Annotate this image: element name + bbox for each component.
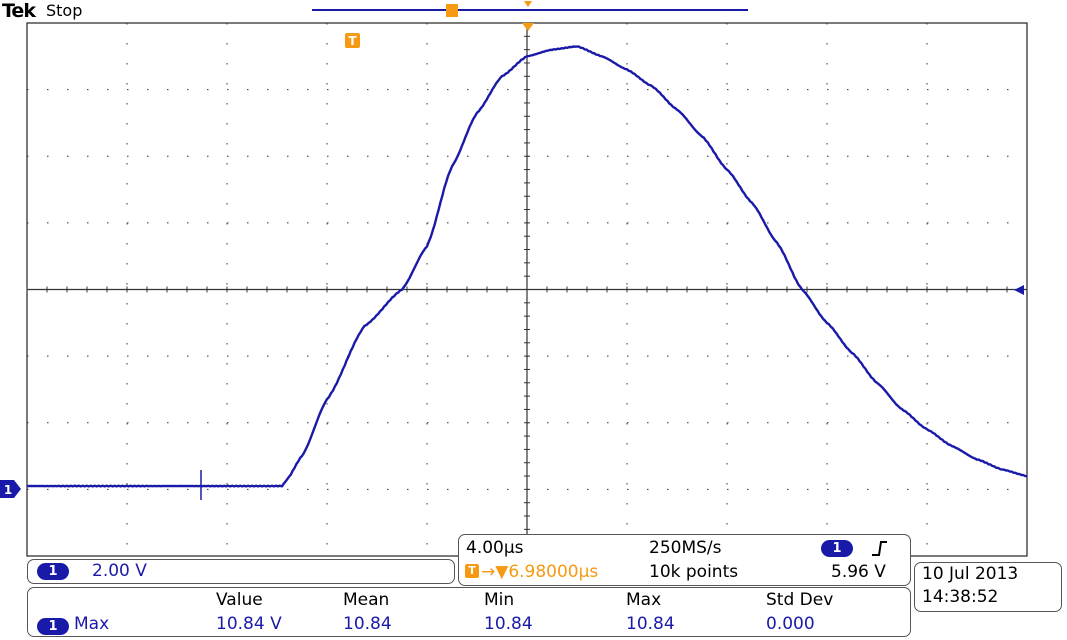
measurement-channel-badge: 1 xyxy=(37,618,69,635)
channel-1-waveform xyxy=(26,45,1028,488)
record-trigger-marker xyxy=(446,4,458,17)
timebase-panel[interactable]: 4.00µs 250MS/s 1 T →▼6.98000µs 10k point… xyxy=(458,534,911,586)
trigger-label-text: T xyxy=(348,34,357,48)
run-state: Stop xyxy=(46,1,83,20)
trigger-position-marker xyxy=(522,23,534,31)
trigger-level-arrow xyxy=(1014,285,1024,295)
measurement-min: 10.84 xyxy=(484,614,533,634)
datetime-panel: 10 Jul 2013 14:38:52 xyxy=(914,562,1062,612)
trigger-delay-icon: T xyxy=(465,564,479,578)
time: 14:38:52 xyxy=(922,587,999,607)
channel-scale-panel[interactable]: 1 2.00 V xyxy=(27,559,455,584)
measurement-header-std-dev: Std Dev xyxy=(766,590,834,610)
measurement-max: 10.84 xyxy=(626,614,675,634)
channel-1-ground-marker[interactable]: 1 xyxy=(0,480,21,498)
graticule-grid xyxy=(26,22,1028,557)
measurement-value: 10.84 V xyxy=(216,614,282,634)
ground-marker-label: 1 xyxy=(4,483,12,497)
trigger-label-icon: T xyxy=(345,33,360,48)
measurement-header-mean: Mean xyxy=(343,590,390,610)
measurement-header-value: Value xyxy=(216,590,263,610)
trigger-source-badge: 1 xyxy=(821,540,853,557)
time-per-division: 4.00µs xyxy=(466,538,524,558)
brand-logo: Tek xyxy=(2,0,36,22)
trigger-level: 5.96 V xyxy=(831,562,886,582)
trigger-delay: →▼6.98000µs xyxy=(481,562,599,582)
record-expansion-marker xyxy=(524,1,532,7)
measurement-header-min: Min xyxy=(484,590,515,610)
measurement-std-dev: 0.000 xyxy=(766,614,815,634)
measurement-header-max: Max xyxy=(626,590,662,610)
channel-1-scale: 2.00 V xyxy=(92,561,147,581)
measurements-panel[interactable]: Value Mean Min Max Std Dev 1 Max 10.84 V… xyxy=(27,587,911,637)
date: 10 Jul 2013 xyxy=(922,564,1019,584)
measurement-type: Max xyxy=(74,614,110,634)
record-length: 10k points xyxy=(649,562,739,582)
scope-display: T 1 xyxy=(0,1,1028,557)
sample-rate: 250MS/s xyxy=(649,538,722,558)
measurement-mean: 10.84 xyxy=(343,614,392,634)
rising-edge-icon xyxy=(872,541,887,556)
channel-1-badge: 1 xyxy=(37,563,69,580)
top-bar: Tek Stop xyxy=(0,0,1067,22)
